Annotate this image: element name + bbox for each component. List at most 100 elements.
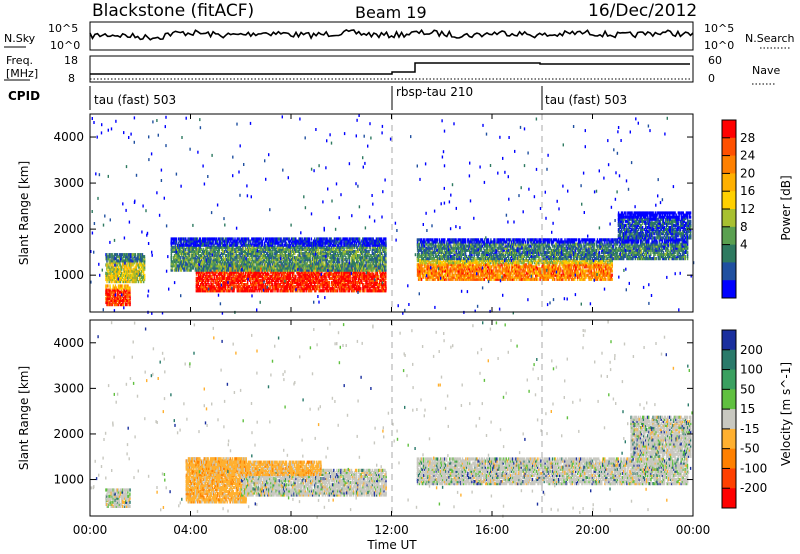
heatmap-cell	[292, 278, 294, 282]
heatmap-cell	[344, 270, 346, 274]
heatmap-cell	[348, 287, 350, 291]
heatmap-cell	[355, 289, 358, 293]
heatmap-cell	[114, 273, 116, 277]
heatmap-cell	[385, 280, 387, 285]
heatmap-cell	[360, 245, 362, 249]
heatmap-cell	[137, 253, 140, 257]
heatmap-cell	[326, 264, 328, 268]
heatmap-cell	[325, 266, 327, 270]
heatmap-cell	[106, 253, 108, 257]
heatmap-cell	[300, 276, 302, 280]
heatmap-cell	[352, 280, 355, 285]
heatmap-cell	[382, 289, 384, 293]
heatmap-cell	[367, 289, 369, 293]
heatmap-cell	[184, 247, 186, 251]
heatmap-cell	[347, 241, 349, 245]
heatmap-cell	[237, 264, 240, 268]
heatmap-cell	[254, 276, 256, 280]
heatmap-cell	[173, 237, 176, 241]
heatmap-cell	[314, 272, 316, 276]
heatmap-cell	[268, 262, 271, 266]
heatmap-cell	[202, 272, 205, 276]
heatmap-cell	[266, 289, 269, 293]
heatmap-cell	[241, 272, 243, 276]
heatmap-cell	[315, 249, 317, 253]
heatmap-cell	[304, 262, 306, 266]
heatmap-cell	[252, 276, 254, 280]
heatmap-cell	[201, 278, 204, 282]
heatmap-cell	[328, 243, 330, 247]
heatmap-cell	[176, 268, 179, 272]
heatmap-cell	[357, 247, 359, 251]
heatmap-cell	[250, 241, 252, 245]
heatmap-cell	[324, 256, 326, 260]
heatmap-cell	[337, 256, 339, 260]
heatmap-cell	[127, 286, 129, 290]
heatmap-cell	[336, 258, 338, 262]
heatmap-cell	[303, 237, 305, 241]
heatmap-cell	[279, 289, 281, 293]
heatmap-cell	[252, 241, 254, 245]
heatmap-cell	[286, 254, 288, 258]
heatmap-cell	[225, 241, 228, 245]
heatmap-cell	[129, 261, 131, 265]
heatmap-cell	[330, 266, 332, 270]
heatmap-cell	[135, 269, 137, 273]
heatmap-cell	[341, 283, 343, 287]
heatmap-cell	[265, 280, 268, 285]
heatmap-cell	[304, 249, 306, 253]
heatmap-cell	[244, 243, 247, 247]
heatmap-cell	[353, 258, 356, 262]
heatmap-cell	[188, 268, 190, 272]
heatmap-cell	[230, 256, 232, 260]
heatmap-cell	[287, 251, 290, 256]
heatmap-cell	[257, 268, 259, 272]
heatmap-cell	[195, 239, 198, 243]
heatmap-cell	[268, 256, 271, 260]
heatmap-cell	[184, 243, 186, 247]
heatmap-cell	[190, 239, 192, 243]
heatmap-cell	[306, 270, 309, 274]
heatmap-cell	[330, 258, 332, 262]
heatmap-cell	[324, 251, 326, 256]
heatmap-cell	[124, 288, 126, 292]
heatmap-cell	[199, 264, 202, 268]
heatmap-cell	[131, 271, 133, 275]
heatmap-cell	[257, 266, 259, 270]
heatmap-cell	[229, 256, 231, 260]
heatmap-cell	[278, 243, 280, 247]
heatmap-cell	[263, 245, 266, 249]
heatmap-cell	[261, 266, 264, 270]
heatmap-cell	[289, 247, 292, 251]
heatmap-cell	[192, 245, 194, 249]
heatmap-cell	[278, 258, 280, 262]
heatmap-cell	[138, 275, 141, 280]
heatmap-cell	[172, 264, 175, 268]
heatmap-cell	[111, 269, 113, 273]
heatmap-cell	[358, 262, 361, 266]
heatmap-cell	[361, 280, 363, 285]
heatmap-cell	[215, 239, 217, 243]
heatmap-cell	[326, 245, 328, 249]
heatmap-cell	[255, 278, 257, 282]
heatmap-cell	[259, 262, 262, 266]
heatmap-cell	[218, 256, 220, 260]
heatmap-cell	[143, 269, 145, 273]
heatmap-cell	[307, 251, 309, 256]
heatmap-cell	[301, 270, 303, 274]
heatmap-cell	[266, 274, 269, 278]
heatmap-cell	[336, 241, 338, 245]
heatmap-cell	[206, 272, 208, 276]
heatmap-cell	[184, 249, 186, 253]
heatmap-cell	[307, 264, 310, 268]
heatmap-cell	[217, 245, 220, 249]
heatmap-cell	[173, 260, 176, 264]
heatmap-cell	[260, 280, 262, 285]
heatmap-cell	[192, 249, 194, 253]
heatmap-cell	[290, 254, 293, 258]
heatmap-cell	[265, 272, 268, 276]
heatmap-cell	[357, 256, 359, 260]
heatmap-cell	[279, 239, 281, 243]
heatmap-cell	[210, 285, 212, 289]
heatmap-cell	[276, 249, 278, 253]
